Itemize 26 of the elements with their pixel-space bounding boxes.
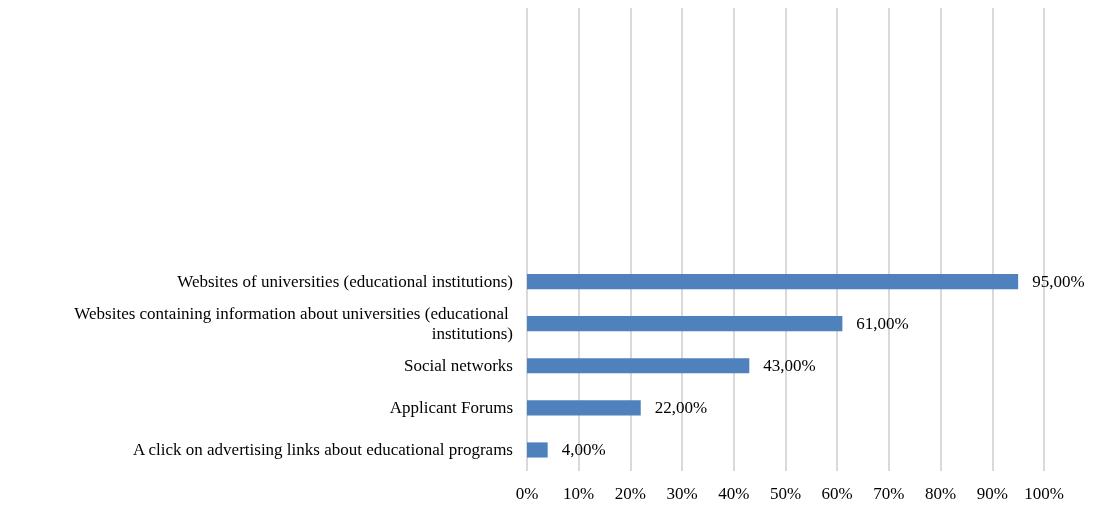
y-tick-label: A click on advertising links about educational programs — [132, 440, 513, 460]
bar — [527, 274, 1019, 290]
x-tick-label: 90% — [976, 484, 1008, 503]
y-tick-label: Websites of universities (educational institutions) — [177, 272, 513, 292]
x-tick-label: 60% — [821, 484, 853, 503]
data-label: 61,00% — [856, 314, 909, 334]
bar — [527, 442, 548, 458]
data-label: 22,00% — [654, 398, 708, 418]
data-label: 43,00% — [763, 356, 816, 376]
x-tick-label: 80% — [925, 484, 957, 503]
x-tick-label: 10% — [563, 484, 595, 503]
bar — [527, 358, 750, 374]
x-tick-label: 100% — [1024, 484, 1064, 503]
bar — [527, 316, 843, 332]
x-tick-label: 70% — [873, 484, 905, 503]
x-tick-label: 40% — [718, 484, 750, 503]
x-tick-label: 0% — [515, 484, 539, 503]
x-tick-label: 20% — [614, 484, 646, 503]
x-tick-label: 30% — [666, 484, 698, 503]
y-tick-label: Social networks — [403, 356, 513, 376]
data-label: 4,00% — [561, 440, 606, 460]
data-label: 95,00% — [1032, 272, 1085, 292]
x-tick-label: 50% — [769, 484, 802, 503]
y-tick-label: Websites containing information about universities (educational institutions) — [74, 304, 513, 344]
y-tick-label: Applicant Forums — [389, 398, 513, 418]
bar — [527, 400, 641, 416]
